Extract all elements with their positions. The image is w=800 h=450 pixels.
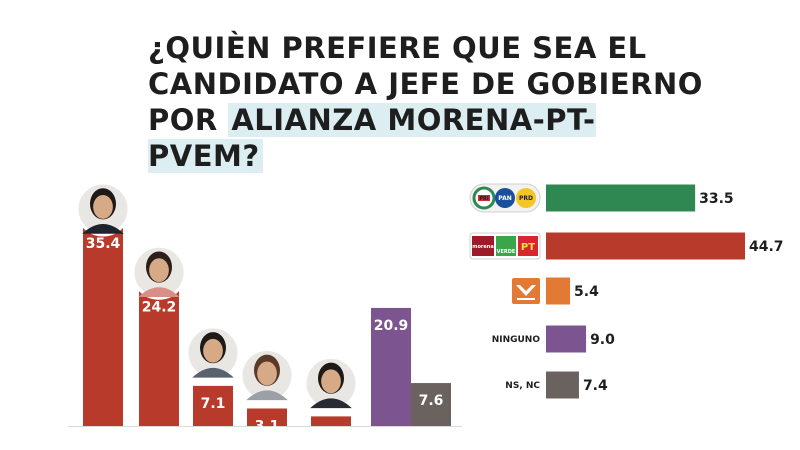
photo-face [321,369,341,394]
bar-value-4: 3.1 [255,418,280,434]
bar-7 [411,383,451,426]
eagle-icon [516,285,536,296]
prd-emblem [516,188,536,208]
pri-band [478,195,490,201]
pt-text: PT [521,242,535,253]
hbar-label-4: NINGUNO [492,335,541,345]
bar-4 [247,408,287,426]
candidate-photo-3 [185,325,241,381]
photo-face [93,194,113,219]
hbar-value-4: 9.0 [590,332,615,348]
bar-3 [193,385,233,426]
photo-torso [138,287,180,297]
morena-text: morena [472,244,493,250]
morena-emblem [472,236,494,256]
pri-pan-prd-logo: PRI PAN PRD [469,183,541,213]
hbar-value-2: 44.7 [749,239,784,255]
candidate-photo-2 [131,244,187,300]
photo-face [257,361,277,386]
photo-face [149,258,169,283]
photo-torso [192,367,234,378]
mc-underline [517,298,535,300]
bar-6 [371,307,411,426]
photo-torso [310,398,352,409]
pt-emblem [518,236,538,256]
mc-logo [512,278,540,304]
bar-value-5: 1.7 [319,426,344,442]
pri-text: PRI [479,196,489,202]
pan-text: PAN [498,195,512,202]
photo-torso [82,223,124,234]
pan-emblem [495,188,515,208]
hbar-5 [546,371,579,399]
morena-verde-pt-logo: morena VERDE PT [469,232,541,260]
verde-emblem [496,236,516,256]
title-line-1: ¿QUIÈN PREFIERE QUE SEA EL [148,31,647,65]
title-line-3: POR ALIANZA MORENA-PT-PVEM? [148,102,708,174]
hbar-2 [546,232,745,260]
photo-torso [246,390,288,401]
photo-face [203,338,223,363]
title-line-2: CANDIDATO A JEFE DE GOBIERNO [148,67,703,101]
hbar-4 [546,325,587,353]
title-line-3-pre: POR [148,103,229,137]
bar-value-7: 7.6 [419,393,444,409]
candidate-photo-4 [239,347,295,403]
hbar-3 [546,277,571,305]
bar-1 [83,226,123,426]
candidate-photo-5 [303,355,359,411]
bar-value-3: 7.1 [201,396,226,412]
bar-value-2: 24.2 [142,299,177,315]
bar-5 [311,416,351,426]
candidate-photo-1 [75,181,131,237]
bar-value-1: 35.4 [86,236,121,252]
prd-text: PRD [519,195,533,202]
chart-title: ¿QUIÈN PREFIERE QUE SEA EL CANDIDATO A J… [148,30,708,174]
verde-text: VERDE [497,249,516,255]
hbar-label-5: NS, NC [505,381,540,391]
bar-value-6: 20.9 [374,318,409,334]
bar-2 [139,289,179,426]
hbar-value-5: 7.4 [583,378,608,394]
hbar-value-3: 5.4 [574,284,599,300]
hbar-1 [546,184,696,212]
hbar-value-1: 33.5 [699,191,734,207]
